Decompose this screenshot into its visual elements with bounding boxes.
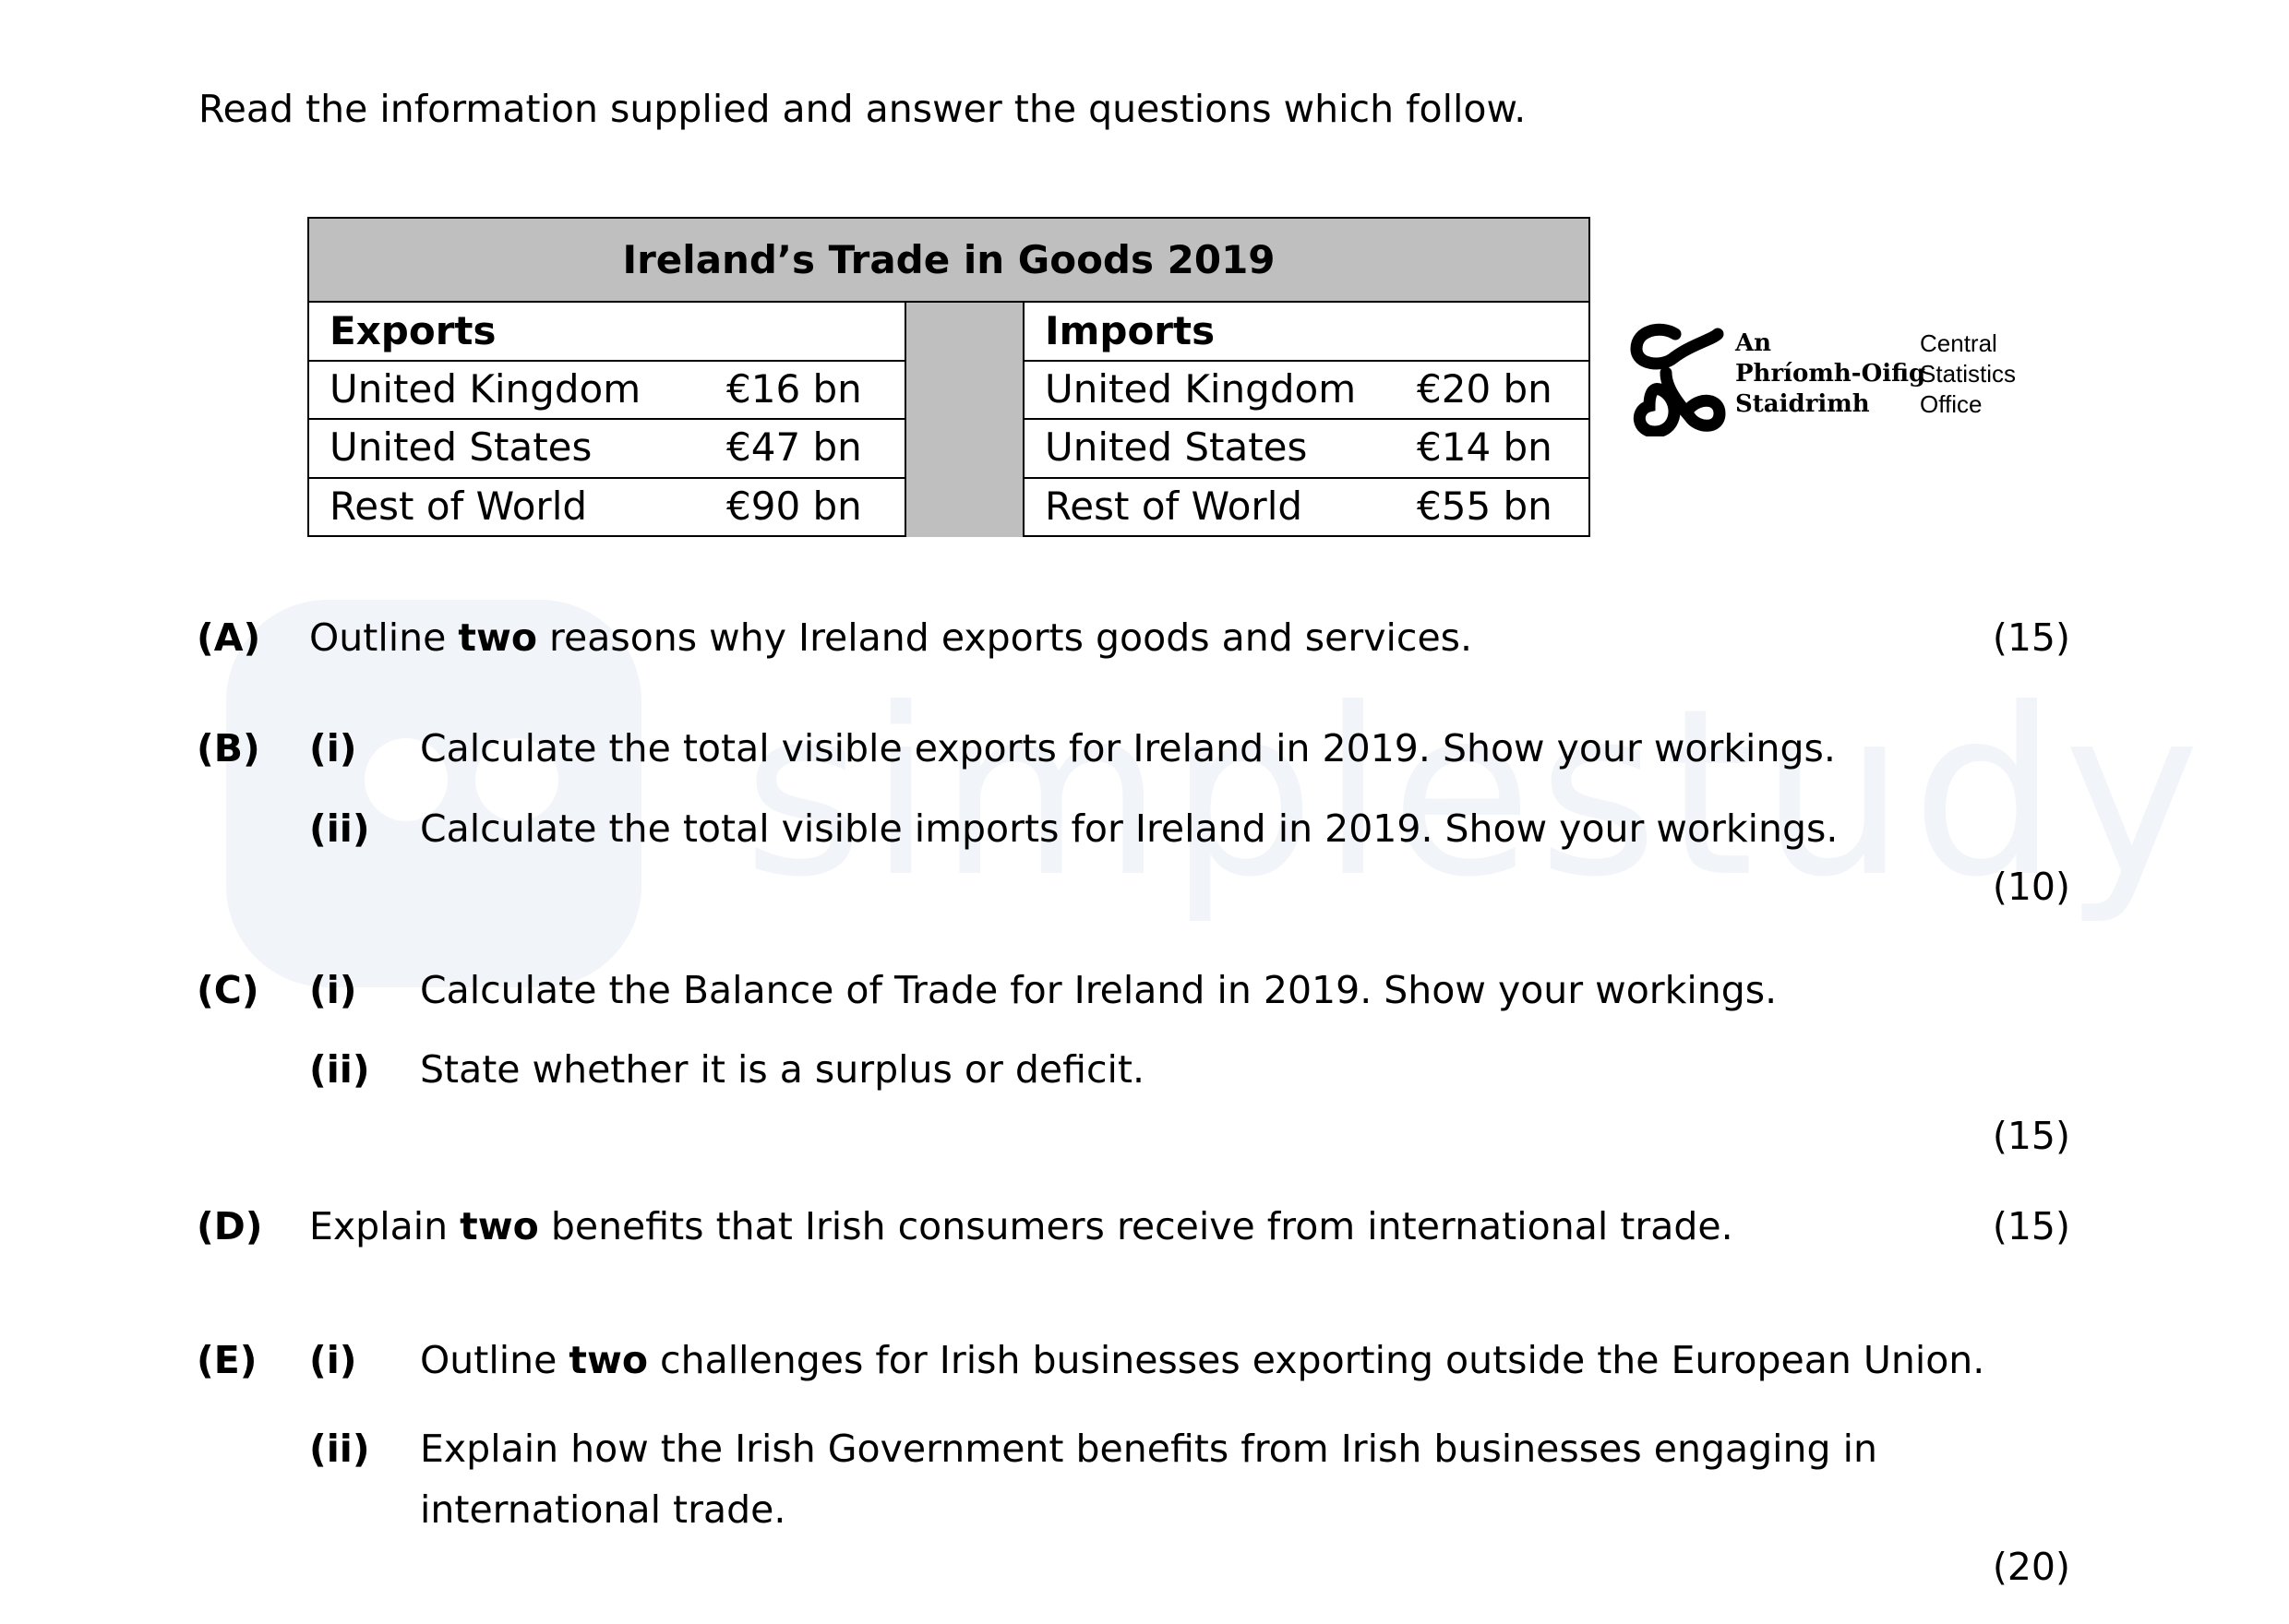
import-value: €55 bn — [1417, 484, 1552, 529]
watermark-text: simplestudy — [743, 659, 2206, 927]
question-e-ii-text-line1: Explain how the Irish Government benefit… — [420, 1427, 1877, 1471]
cso-logo-icon — [1630, 323, 1726, 436]
question-e-label: (E) — [197, 1338, 258, 1382]
cso-english-name: Central Statistics Office — [1920, 329, 2017, 418]
question-e-ii-text-line2: international trade. — [420, 1487, 786, 1532]
question-d-marks: (15) — [1992, 1204, 2070, 1248]
import-value: €14 bn — [1417, 424, 1552, 470]
exports-header: Exports — [330, 308, 497, 353]
question-b-i-label: (i) — [309, 726, 357, 770]
question-d-label: (D) — [197, 1204, 263, 1248]
table-gap — [905, 303, 1025, 537]
cso-irish-name: An Phríomh-Oifig Staidrimh — [1735, 329, 1926, 418]
question-c-i-text: Calculate the Balance of Trade for Irela… — [420, 968, 1778, 1012]
question-e-ii-label: (ii) — [309, 1427, 370, 1471]
table-title: Ireland’s Trade in Goods 2019 — [309, 219, 1588, 303]
question-c-marks: (15) — [1992, 1114, 2070, 1158]
question-b-i-text: Calculate the total visible exports for … — [420, 726, 1836, 770]
question-b-ii-label: (ii) — [309, 806, 370, 851]
question-c-label: (C) — [197, 968, 259, 1012]
question-b-marks: (10) — [1992, 865, 2070, 909]
trade-table: Ireland’s Trade in Goods 2019 Exports Un… — [307, 217, 1590, 537]
import-value: €20 bn — [1417, 366, 1552, 412]
question-a-text: Outline two reasons why Ireland exports … — [309, 615, 1473, 660]
question-e-marks: (20) — [1992, 1545, 2070, 1589]
intro-text: Read the information supplied and answer… — [198, 87, 1527, 131]
imports-header: Imports — [1045, 308, 1216, 353]
export-value: €16 bn — [726, 366, 862, 412]
question-a-label: (A) — [197, 615, 261, 660]
question-b-ii-text: Calculate the total visible imports for … — [420, 806, 1839, 851]
question-c-ii-text: State whether it is a surplus or deficit… — [420, 1047, 1145, 1092]
question-e-i-text: Outline two challenges for Irish busines… — [420, 1338, 1985, 1382]
export-country: United States — [330, 424, 593, 470]
question-b-label: (B) — [197, 726, 260, 770]
question-c-ii-label: (ii) — [309, 1047, 370, 1092]
export-country: Rest of World — [330, 484, 588, 529]
question-d-text: Explain two benefits that Irish consumer… — [309, 1204, 1733, 1248]
import-country: United Kingdom — [1045, 366, 1357, 412]
import-country: Rest of World — [1045, 484, 1303, 529]
import-country: United States — [1045, 424, 1308, 470]
export-country: United Kingdom — [330, 366, 641, 412]
export-value: €47 bn — [726, 424, 862, 470]
question-e-i-label: (i) — [309, 1338, 357, 1382]
export-value: €90 bn — [726, 484, 862, 529]
question-c-i-label: (i) — [309, 968, 357, 1012]
cso-logo: An Phríomh-Oifig Staidrimh Central Stati… — [1629, 321, 2063, 441]
question-a-marks: (15) — [1992, 615, 2070, 660]
